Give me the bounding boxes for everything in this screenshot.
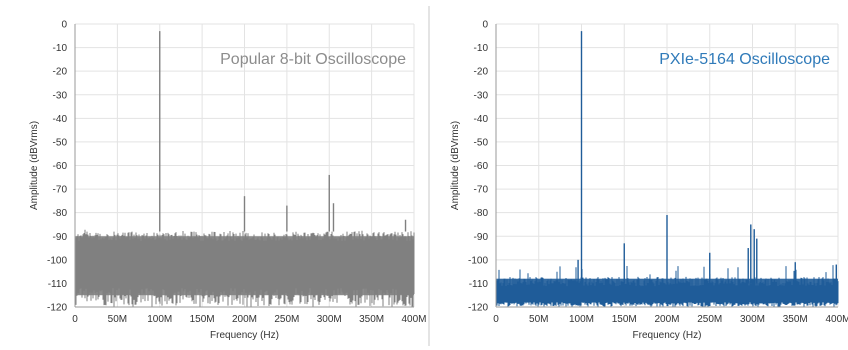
y-tick-label: -10 — [53, 43, 68, 54]
x-axis-title: Frequency (Hz) — [210, 330, 279, 341]
y-tick-label: -80 — [53, 208, 68, 219]
y-tick-label: -60 — [474, 161, 489, 172]
x-tick-label: 400M — [401, 314, 426, 325]
x-tick-label: 150M — [612, 314, 637, 325]
y-tick-label: -20 — [53, 67, 68, 78]
x-tick-label: 100M — [569, 314, 594, 325]
y-tick-label: -90 — [53, 232, 68, 243]
x-tick-label: 250M — [274, 314, 299, 325]
y-tick-label: 0 — [482, 20, 488, 31]
noise-band — [496, 278, 838, 303]
left-spectrum-plot: 0 -10 -20 -30 -40 -50 -60 -70 -80 -90 -100 -110 -120… — [29, 20, 427, 342]
y-tick-label: -40 — [474, 114, 489, 125]
x-tick-label: 350M — [359, 314, 384, 325]
x-tick-label: 300M — [317, 314, 342, 325]
y-tick-label: -120 — [47, 303, 67, 314]
y-tick-label: -50 — [53, 137, 68, 148]
chart-title: Popular 8-bit Oscilloscope — [220, 51, 406, 68]
x-tick-label: 250M — [697, 314, 722, 325]
x-tick-label: 400M — [825, 314, 848, 325]
y-tick-label: -80 — [474, 208, 489, 219]
x-axis-title: Frequency (Hz) — [633, 330, 702, 341]
x-tick-label: 0 — [72, 314, 78, 325]
y-tick-label: -90 — [474, 232, 489, 243]
y-tick-label: -70 — [474, 185, 489, 196]
y-tick-label: -100 — [47, 255, 67, 266]
x-tick-label: 350M — [783, 314, 808, 325]
y-tick-label: -70 — [53, 185, 68, 196]
x-tick-label: 200M — [654, 314, 679, 325]
x-tick-label: 50M — [529, 314, 548, 325]
x-tick-label: 200M — [232, 314, 257, 325]
right-spectrum-plot: 0 -10 -20 -30 -40 -50 -60 -70 -80 -90 -100 -110 -120… — [450, 20, 848, 342]
y-tick-label: -10 — [474, 43, 489, 54]
noise-band — [75, 236, 414, 296]
chart-title: PXIe-5164 Oscilloscope — [659, 51, 830, 68]
y-tick-label: -110 — [469, 279, 489, 290]
x-tick-label: 0 — [493, 314, 499, 325]
x-tick-label: 100M — [147, 314, 172, 325]
y-tick-label: -30 — [474, 90, 489, 101]
y-tick-label: 0 — [61, 20, 67, 31]
y-tick-label: -120 — [468, 303, 488, 314]
y-tick-label: -40 — [53, 114, 68, 125]
y-axis-title: Amplitude (dBVrms) — [29, 121, 40, 210]
y-tick-label: -60 — [53, 161, 68, 172]
y-tick-label: -110 — [48, 279, 68, 290]
y-tick-label: -50 — [474, 137, 489, 148]
x-tick-label: 50M — [108, 314, 127, 325]
x-tick-label: 300M — [740, 314, 765, 325]
x-tick-label: 150M — [190, 314, 215, 325]
y-tick-label: -20 — [474, 67, 489, 78]
y-axis-title: Amplitude (dBVrms) — [450, 121, 461, 210]
y-tick-label: -30 — [53, 90, 68, 101]
y-tick-label: -100 — [468, 255, 488, 266]
